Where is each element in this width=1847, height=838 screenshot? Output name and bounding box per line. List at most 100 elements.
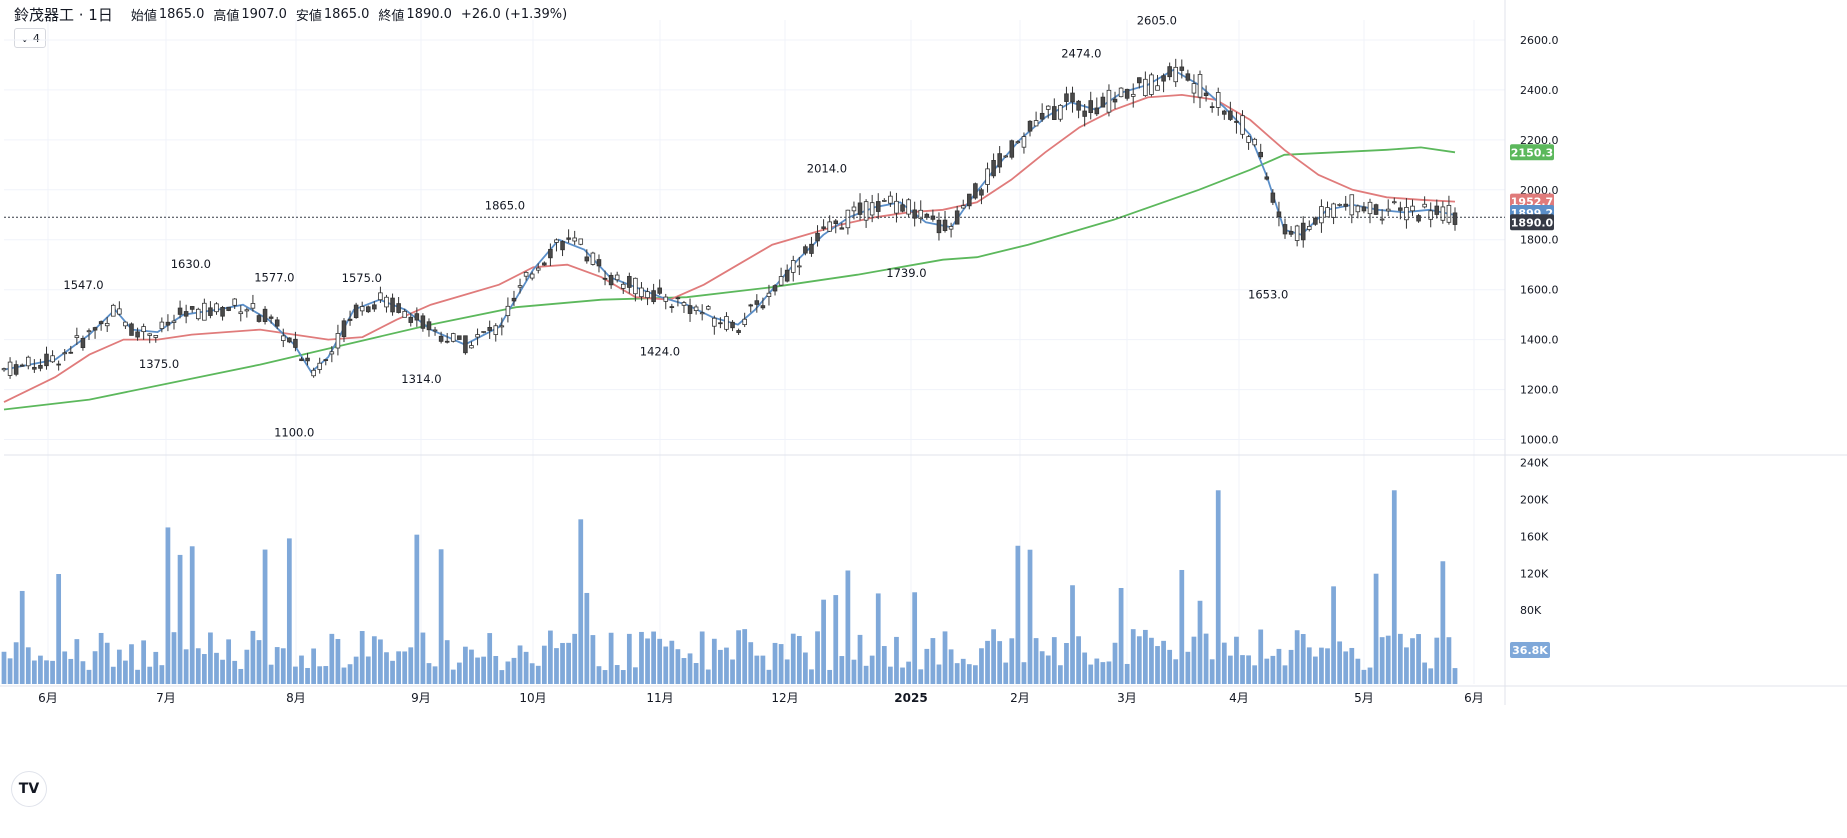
candle-body (821, 226, 826, 229)
volume-bar (517, 645, 523, 684)
volume-bar (1021, 662, 1027, 684)
volume-bar (1391, 490, 1397, 684)
volume-bar (1051, 637, 1057, 684)
candle-body (317, 362, 322, 370)
symbol-title[interactable]: 鈴茂器工 · 1日 (14, 5, 113, 24)
volume-bar (875, 593, 881, 684)
tradingview-logo[interactable]: TV (12, 772, 46, 806)
volume-bar (796, 635, 802, 684)
candle-body (1331, 203, 1336, 218)
volume-bar (900, 667, 905, 684)
volume-bar (390, 660, 395, 684)
candle-body (1039, 112, 1045, 120)
candle-body (1137, 77, 1142, 84)
price-annotation: 1577.0 (254, 270, 294, 284)
volume-bar (98, 632, 104, 684)
volume-bar (280, 648, 286, 684)
candle-body (1246, 136, 1251, 143)
candle-body (967, 193, 972, 207)
candle-body (1155, 85, 1160, 91)
volume-bar (1428, 668, 1434, 684)
candle-body (141, 326, 146, 333)
candle-body (1258, 151, 1263, 158)
volume-bar (566, 642, 571, 684)
candle-body (86, 330, 92, 333)
candle-body (1422, 203, 1427, 208)
volume-bar (487, 633, 493, 684)
volume-tick-label: 120K (1520, 567, 1549, 580)
high-value: 1907.0 (241, 6, 287, 22)
low-label: 安値 (295, 8, 322, 24)
candle-body (894, 200, 899, 214)
candle-body (645, 291, 650, 299)
candle-body (359, 306, 365, 312)
volume-bar (790, 633, 796, 684)
volume-bar (1300, 634, 1306, 684)
volume-bar (1027, 549, 1033, 684)
volume-bar (960, 658, 966, 684)
volume-bar (475, 657, 480, 684)
candle-body (32, 366, 37, 370)
candle-body (1276, 211, 1282, 218)
candle-body (226, 306, 231, 311)
candle-body (44, 353, 49, 367)
candle-body (299, 358, 304, 362)
candle-body (809, 243, 814, 254)
volume-bar (86, 669, 92, 684)
volume-bar (1149, 637, 1154, 684)
time-tick-label: 2月 (1010, 691, 1030, 705)
candle-body (1343, 203, 1348, 207)
volume-bar (1288, 649, 1294, 684)
price-tick-label: 2400.0 (1520, 84, 1559, 97)
volume-bar (141, 640, 147, 684)
volume-bar (1434, 637, 1440, 684)
volume-bar (827, 669, 833, 684)
volume-bar (906, 661, 911, 684)
volume-bar (286, 538, 292, 684)
volume-bar (1142, 629, 1148, 684)
volume-bar (1416, 634, 1421, 684)
volume-bar (894, 636, 899, 684)
candle-body (991, 160, 996, 177)
candle-body (1385, 208, 1391, 212)
candle-body (633, 277, 638, 295)
candle-body (1440, 206, 1446, 221)
volume-bar (420, 632, 426, 684)
candle-body (918, 209, 924, 220)
volume-bar (19, 590, 25, 684)
volume-bar (924, 648, 930, 684)
candle-body (1392, 201, 1397, 204)
volume-bar (110, 666, 116, 684)
volume-bar (159, 665, 165, 684)
volume-bar (1446, 637, 1452, 684)
volume-bar (584, 592, 590, 684)
volume-bar (578, 519, 584, 684)
candle-body (1373, 204, 1379, 215)
price-tick-label: 2600.0 (1520, 34, 1559, 47)
volume-bar (857, 634, 863, 684)
candle-body (390, 297, 395, 313)
candle-body (1282, 224, 1288, 235)
candle-body (888, 195, 893, 204)
volume-bar (444, 640, 450, 684)
time-tick-label: 9月 (411, 691, 431, 705)
candle-body (669, 306, 675, 308)
candle-body (365, 306, 371, 313)
volume-bar (220, 659, 225, 684)
volume-bar (705, 669, 711, 684)
candle-body (1434, 205, 1440, 215)
volume-bar (1197, 600, 1203, 684)
volume-bar (183, 649, 189, 684)
price-annotation: 1630.0 (171, 257, 211, 271)
candle-body (80, 337, 86, 349)
candle-body (414, 313, 420, 321)
candle-body (68, 351, 74, 354)
candle-body (1124, 88, 1130, 99)
candle-body (1161, 75, 1166, 82)
candle-body (1410, 205, 1415, 212)
candle-body (1264, 176, 1270, 180)
time-tick-label: 5月 (1354, 691, 1374, 705)
indicator-collapse-button[interactable]: ⌄ 4 (14, 28, 46, 48)
time-tick-label: 7月 (156, 691, 176, 705)
